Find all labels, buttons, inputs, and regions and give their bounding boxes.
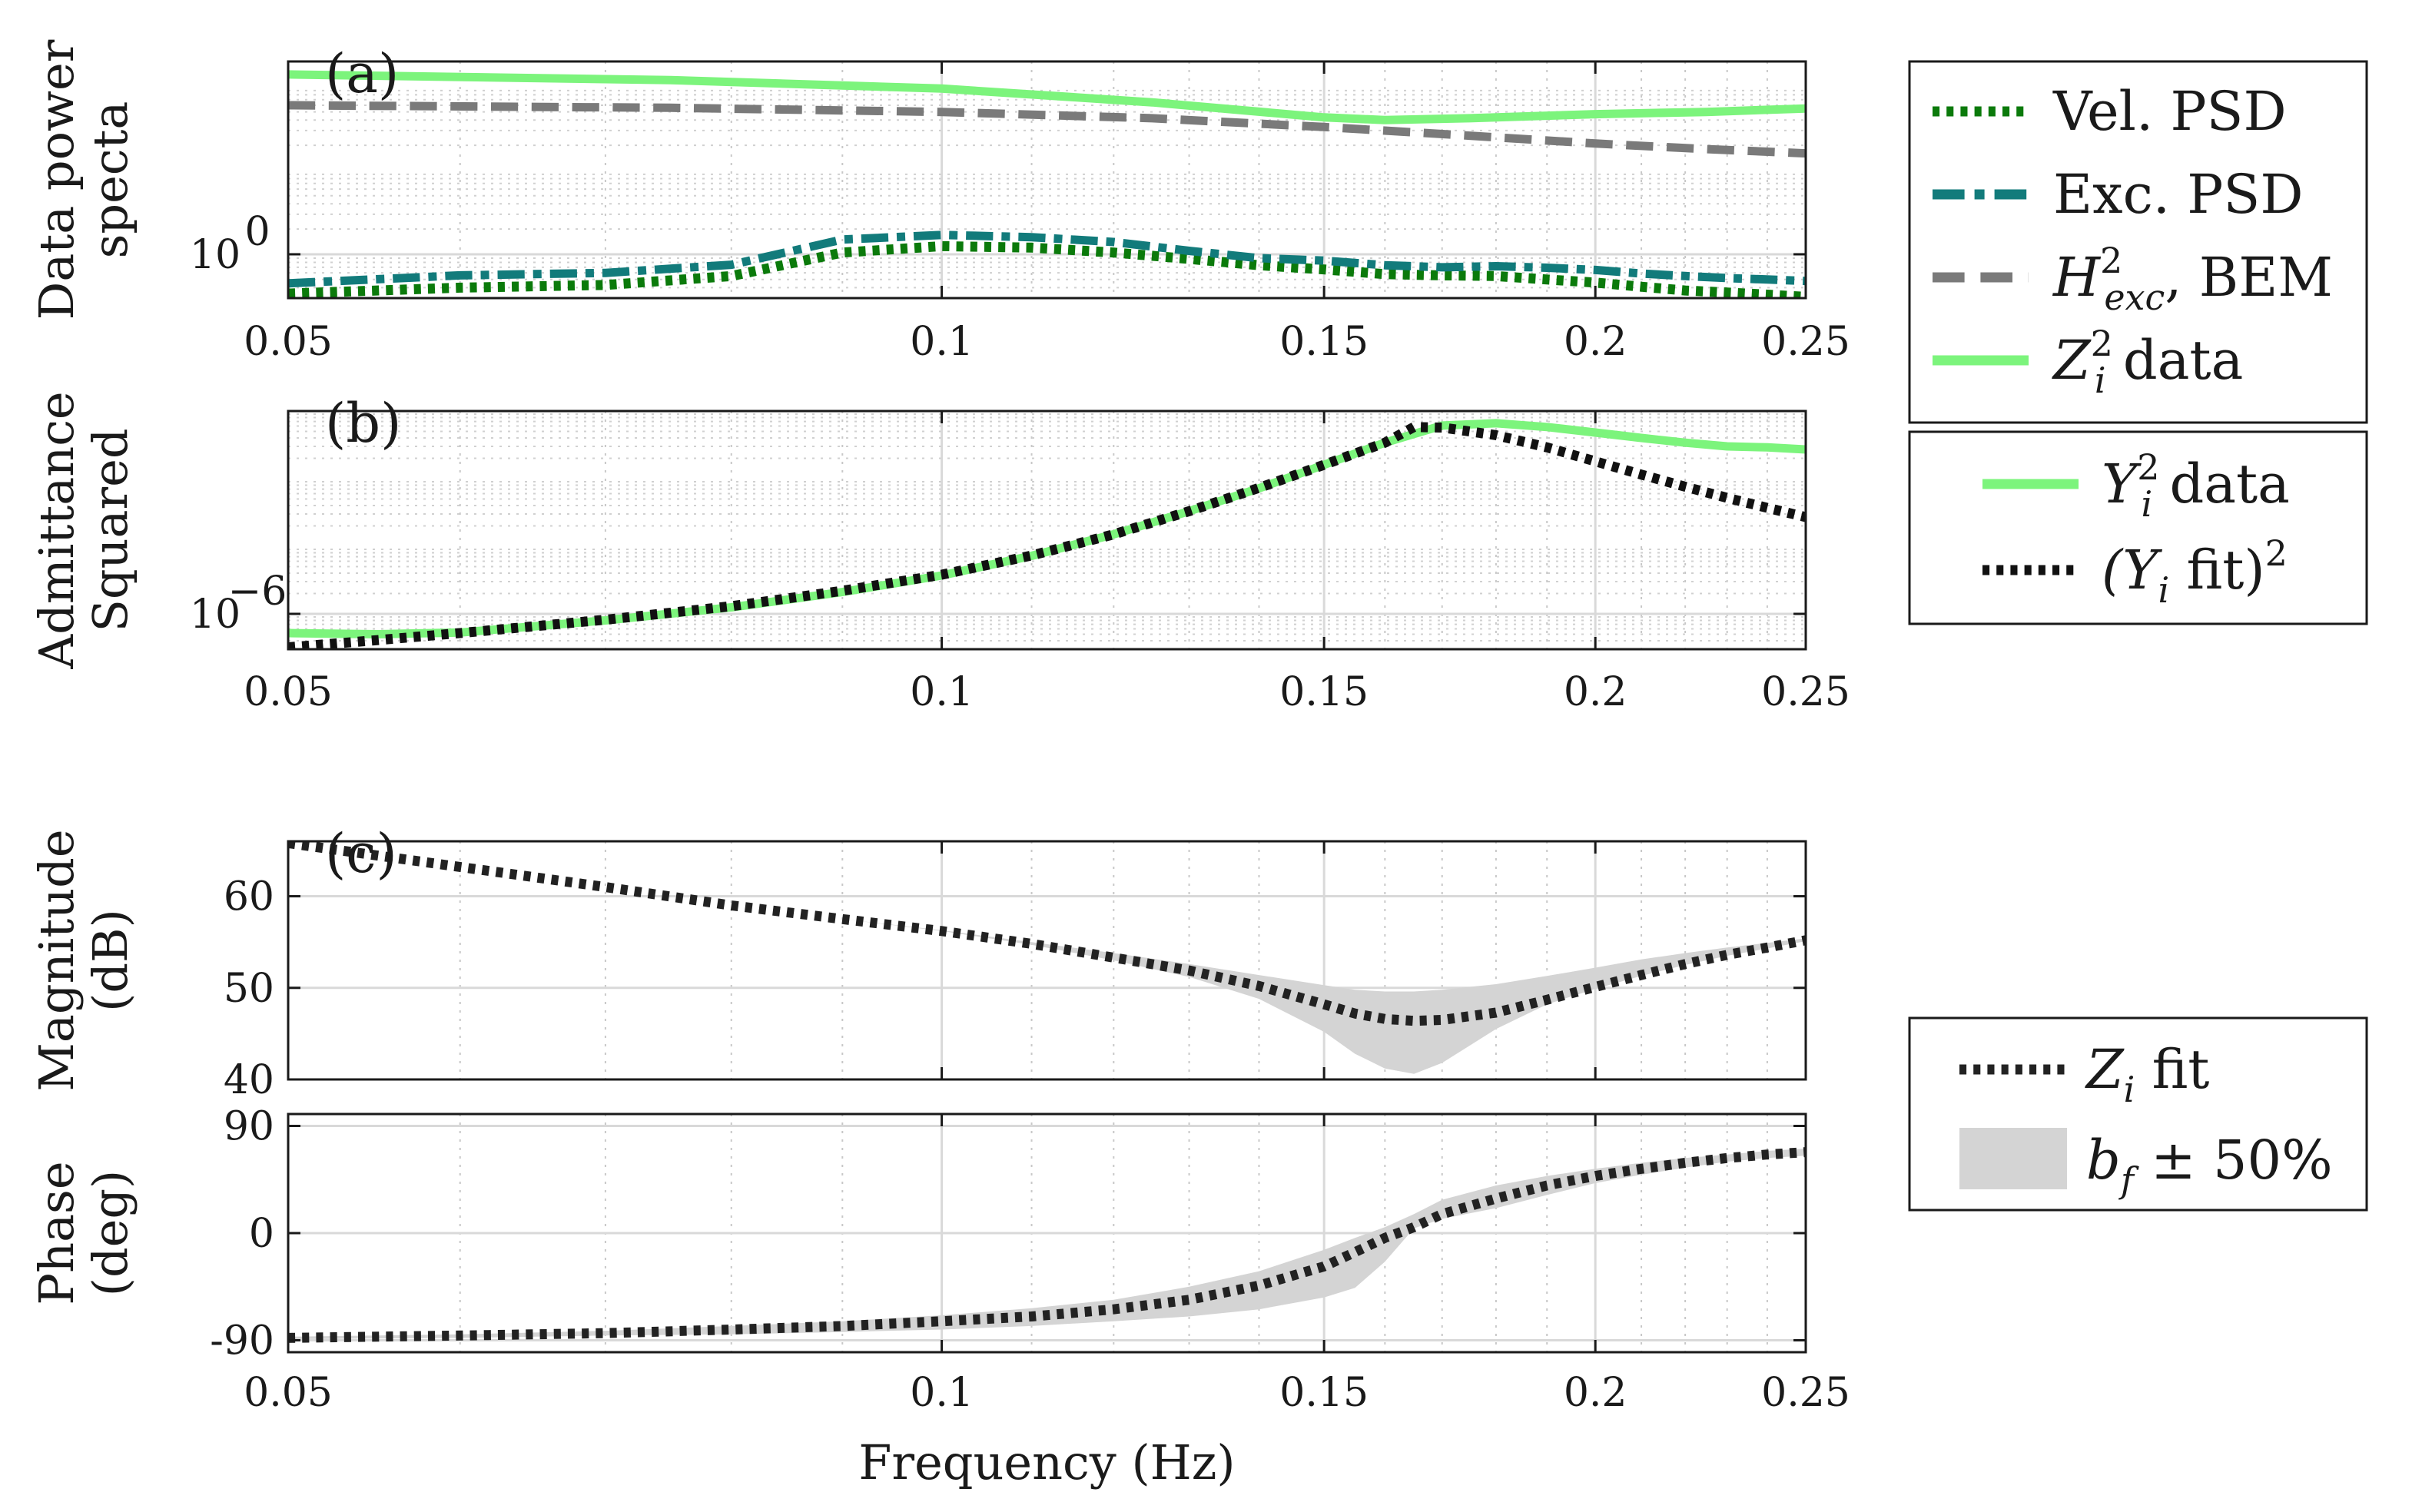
chart-panel-2: 0.05 0.1 0.15 0.2 0.25 10−6 (b) AdmittanceSquar… — [28, 391, 1850, 715]
y-tick-exponent: −6 — [228, 569, 287, 615]
plot-frame — [287, 840, 1807, 1081]
series-line-2 — [288, 230, 1806, 288]
legend-label: (Yi fit)2 — [2102, 532, 2288, 611]
chart-panel-4: 0.05 0.1 0.15 0.2 0.25 -90 0 90 Phase(deg) Freque… — [28, 1104, 1850, 1491]
y-tick-label: 50 — [224, 966, 274, 1012]
series-line-2 — [288, 422, 1806, 649]
x-tick-label: 0.05 — [244, 1370, 333, 1416]
panel-label: (a) — [325, 42, 399, 105]
series-line-3 — [288, 101, 1806, 158]
x-tick-label: 0.2 — [1564, 669, 1627, 715]
y-tick-label: 10 — [190, 232, 241, 278]
y-axis-title: (dB) — [82, 909, 138, 1012]
x-tick-label: 0.1 — [910, 319, 974, 365]
x-tick-label: 0.1 — [910, 1370, 974, 1416]
y-axis-title: Data power — [28, 39, 85, 320]
x-tick-label: 0.25 — [1761, 319, 1850, 365]
plot-frame — [287, 60, 1807, 300]
panel-label: (c) — [325, 822, 397, 885]
x-tick-label: 0.05 — [244, 319, 333, 365]
x-tick-label: 0.2 — [1564, 319, 1627, 365]
legend-label: Z2 i data — [2052, 323, 2243, 401]
y-tick-label: 0 — [249, 1211, 274, 1257]
y-axis-title: Magnitude — [28, 829, 85, 1091]
y-axis-title: Admittance — [28, 391, 85, 669]
series-line-1 — [288, 240, 1806, 298]
x-tick-label: 0.25 — [1761, 1370, 1850, 1416]
y-tick-label: -90 — [210, 1318, 274, 1364]
x-tick-label: 0.15 — [1279, 1370, 1369, 1416]
legend-middle: Y2 i data(Yi fit)2 — [1908, 430, 2368, 625]
legend-box — [1908, 430, 2368, 625]
y-tick-label: 40 — [224, 1057, 274, 1103]
y-tick-exponent: 0 — [244, 209, 270, 255]
y-axis-title: specta — [82, 101, 138, 259]
y-tick-label: 60 — [224, 874, 274, 920]
chart-panel-3: 40 50 60 (c) Magnitude(dB) — [28, 822, 1807, 1103]
series-line-4 — [288, 70, 1806, 124]
legend-label: Zi fit — [2085, 1038, 2209, 1110]
legend-swatch — [1959, 1128, 2067, 1189]
legend-label: H2 exc, BEM — [2052, 240, 2333, 318]
legend-label: Vel. PSD — [2052, 80, 2287, 143]
legend-label: Exc. PSD — [2053, 163, 2303, 226]
y-axis-title: (deg) — [82, 1170, 138, 1296]
x-tick-label: 0.25 — [1761, 669, 1850, 715]
plot-frame — [287, 410, 1807, 651]
x-tick-label: 0.15 — [1279, 669, 1369, 715]
x-tick-label: 0.2 — [1564, 1370, 1627, 1416]
series-line-1 — [288, 841, 1806, 1026]
y-axis-title: Phase — [28, 1161, 85, 1305]
series-line-1 — [288, 1147, 1806, 1343]
y-tick-label: 90 — [224, 1104, 274, 1150]
x-tick-label: 0.15 — [1279, 319, 1369, 365]
x-tick-label: 0.1 — [910, 669, 974, 715]
y-tick-label: 10 — [190, 592, 241, 638]
x-axis-title: Frequency (Hz) — [858, 1434, 1235, 1490]
x-tick-label: 0.05 — [244, 669, 333, 715]
panel-label: (b) — [325, 392, 401, 455]
legend-label: Y2 i data — [2102, 446, 2290, 525]
y-axis-title: Squared — [82, 428, 138, 632]
